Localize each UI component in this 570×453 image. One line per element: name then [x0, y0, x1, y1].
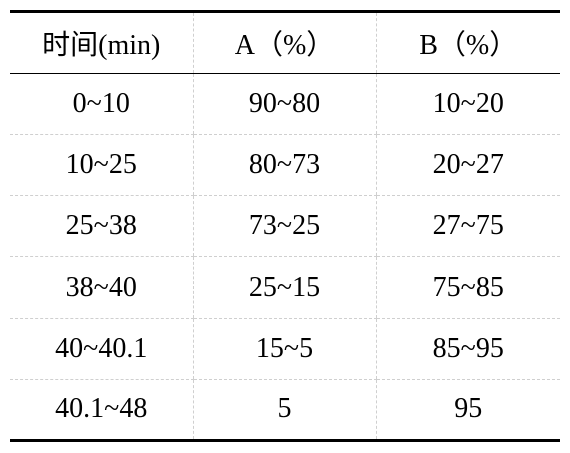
cell-a: 5 [192, 379, 376, 443]
cell-b: 10~20 [375, 73, 560, 136]
cell-time: 10~25 [10, 134, 193, 197]
cell-a: 80~73 [192, 134, 376, 197]
table-row: 25~38 73~25 27~75 [10, 195, 560, 258]
table-header-row: 时间(min) A（%） B（%） [10, 10, 560, 74]
cell-b: 27~75 [375, 195, 560, 258]
header-solvent-a: A（%） [192, 10, 376, 74]
header-solvent-b: B（%） [375, 10, 560, 74]
cell-time: 25~38 [10, 195, 193, 258]
cell-b: 20~27 [375, 134, 560, 197]
cell-time: 40~40.1 [10, 318, 193, 380]
cell-b: 95 [375, 379, 560, 443]
cell-time: 40.1~48 [10, 379, 193, 443]
header-time: 时间(min) [10, 10, 193, 74]
gradient-table: 时间(min) A（%） B（%） 0~10 90~80 10~20 10~25… [10, 10, 560, 443]
cell-a: 90~80 [192, 73, 376, 136]
table-row: 0~10 90~80 10~20 [10, 73, 560, 136]
cell-b: 75~85 [375, 256, 560, 319]
table-row: 40~40.1 15~5 85~95 [10, 318, 560, 380]
cell-time: 0~10 [10, 73, 193, 136]
table-row: 40.1~48 5 95 [10, 379, 560, 443]
cell-a: 73~25 [192, 195, 376, 258]
cell-a: 25~15 [192, 256, 376, 319]
table-row: 10~25 80~73 20~27 [10, 134, 560, 197]
table-row: 38~40 25~15 75~85 [10, 256, 560, 319]
cell-time: 38~40 [10, 256, 193, 319]
cell-a: 15~5 [192, 318, 376, 380]
cell-b: 85~95 [375, 318, 560, 380]
